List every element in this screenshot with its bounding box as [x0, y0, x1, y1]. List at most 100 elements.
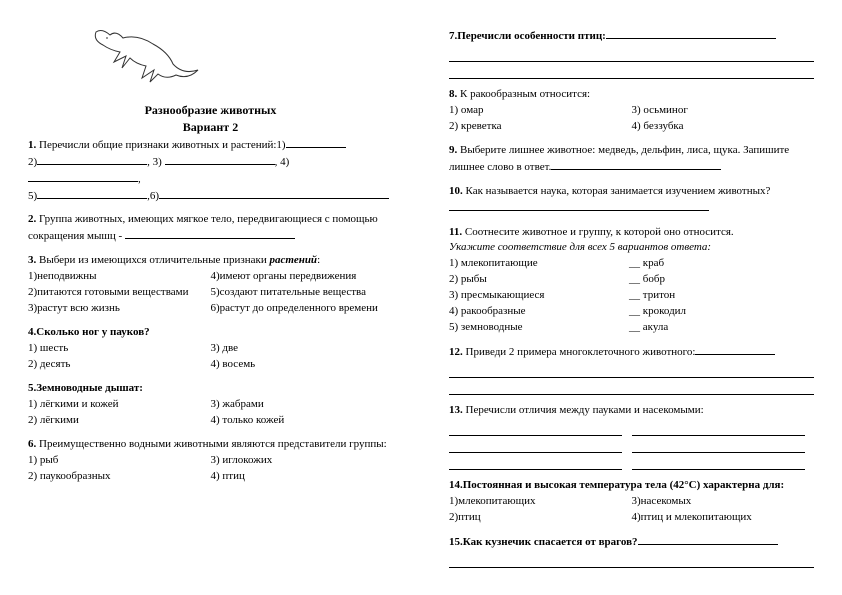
q8-opt4: 4) беззубка — [632, 119, 815, 135]
question-11: 11. Соотнесите животное и группу, к кото… — [449, 225, 814, 337]
q1-blank2[interactable] — [37, 154, 147, 165]
q13-r2[interactable] — [632, 438, 805, 453]
left-column: Разнообразие животных Вариант 2 1. Переч… — [0, 0, 421, 595]
q11-left4: 4) ракообразные — [449, 304, 629, 320]
q3-opt5: 5)создают питательные вещества — [211, 285, 394, 301]
q13-l3[interactable] — [449, 455, 622, 470]
question-1: 1. Перечисли общие признаки животных и р… — [28, 137, 393, 205]
q7-line2[interactable] — [449, 64, 814, 79]
q11-instruction: Укажите соответствие для всех 5 варианто… — [449, 241, 711, 253]
q12-number: 12. — [449, 346, 463, 358]
q9-number: 9. — [449, 144, 457, 156]
question-14: 14.Постоянная и высокая температура тела… — [449, 478, 814, 526]
q3-opt1: 1)неподвижны — [28, 269, 211, 285]
q1-blank5[interactable] — [37, 188, 147, 199]
q1-blank6[interactable] — [159, 188, 389, 199]
title-line1: Разнообразие животных — [28, 102, 393, 119]
q1-text: Перечисли общие признаки животных и раст… — [36, 139, 285, 151]
q3-emph: растений — [270, 254, 318, 266]
q1-p6: ,6) — [147, 190, 159, 202]
q8-text: К ракообразным относится: — [457, 88, 590, 100]
q3-opt6: 6)растут до определенного времени — [211, 301, 394, 317]
q11-left5: 5) земноводные — [449, 320, 629, 336]
q1-blank1[interactable] — [286, 137, 346, 148]
q11-number: 11. — [449, 226, 462, 238]
q14-opt4: 4)птиц и млекопитающих — [632, 510, 815, 526]
q8-opt1: 1) омар — [449, 103, 632, 119]
q1-blank4[interactable] — [28, 171, 138, 182]
question-8: 8. К ракообразным относится: 1) омар 2) … — [449, 87, 814, 135]
q1-p2: 2) — [28, 156, 37, 168]
q13-r1[interactable] — [632, 421, 805, 436]
q11-left3: 3) пресмыкающиеся — [449, 288, 629, 304]
question-10: 10. Как называется наука, которая занима… — [449, 184, 814, 217]
q13-l2[interactable] — [449, 438, 622, 453]
q8-number: 8. — [449, 88, 457, 100]
q12-blank0[interactable] — [695, 344, 775, 355]
q10-text: Как называется наука, которая занимается… — [463, 185, 771, 197]
question-12: 12. Приведи 2 примера многоклеточного жи… — [449, 344, 814, 395]
q7-number: 7. — [449, 30, 457, 42]
q6-opt2: 2) паукообразных — [28, 469, 211, 485]
q13-r3[interactable] — [632, 455, 805, 470]
q15-text: Как кузнечик спасается от врагов? — [463, 536, 638, 548]
q1-number: 1. — [28, 139, 36, 151]
q2-blank[interactable] — [125, 228, 295, 239]
q14-opt3: 3)насекомых — [632, 494, 815, 510]
q15-number: 15. — [449, 536, 463, 548]
q14-opt1: 1)млекопитающих — [449, 494, 632, 510]
q8-opt2: 2) креветка — [449, 119, 632, 135]
q9-blank[interactable] — [551, 159, 721, 170]
q11-left2: 2) рыбы — [449, 272, 629, 288]
q5-text: Земноводные дышат: — [36, 382, 143, 394]
q7-text: Перечисли особенности птиц: — [457, 30, 606, 42]
q6-opt3: 3) иглокожих — [211, 453, 394, 469]
q8-opt3: 3) осьминог — [632, 103, 815, 119]
q15-line1[interactable] — [449, 553, 814, 568]
question-3: 3. Выбери из имеющихся отличительные при… — [28, 253, 393, 317]
q6-opt1: 1) рыб — [28, 453, 211, 469]
q1-blank3[interactable] — [165, 154, 275, 165]
q2-number: 2. — [28, 213, 36, 225]
q3-opt2: 2)питаются готовыми веществами — [28, 285, 211, 301]
q4-opt2: 2) десять — [28, 357, 211, 373]
q11-right2[interactable]: __ бобр — [629, 272, 665, 288]
q15-blank0[interactable] — [638, 534, 778, 545]
q1-p4: , 4) — [275, 156, 290, 168]
q4-text: Сколько ног у пауков? — [36, 326, 149, 338]
q4-opt4: 4) восемь — [211, 357, 394, 373]
worksheet-page: Разнообразие животных Вариант 2 1. Переч… — [0, 0, 842, 595]
q13-text: Перечисли отличия между пауками и насеко… — [463, 404, 704, 416]
q11-right4[interactable]: __ крокодил — [629, 304, 686, 320]
q11-right1[interactable]: __ краб — [629, 256, 664, 272]
q13-l1[interactable] — [449, 421, 622, 436]
question-5: 5.Земноводные дышат: 1) лёгкими и кожей … — [28, 381, 393, 429]
q5-opt2: 2) лёгкими — [28, 413, 211, 429]
q7-blank0[interactable] — [606, 28, 776, 39]
q7-line1[interactable] — [449, 47, 814, 62]
q1-p5: 5) — [28, 190, 37, 202]
q10-number: 10. — [449, 185, 463, 197]
question-13: 13. Перечисли отличия между пауками и на… — [449, 403, 814, 470]
q11-right3[interactable]: __ тритон — [629, 288, 675, 304]
question-15: 15.Как кузнечик спасается от врагов? — [449, 534, 814, 568]
q10-blank[interactable] — [449, 200, 709, 211]
title-line2: Вариант 2 — [28, 119, 393, 136]
q11-text: Соотнесите животное и группу, к которой … — [462, 226, 734, 238]
q1-p3: , 3) — [147, 156, 164, 168]
q3-number: 3. — [28, 254, 36, 266]
q6-number: 6. — [28, 438, 36, 450]
q4-opt1: 1) шесть — [28, 341, 211, 357]
q12-line1[interactable] — [449, 363, 814, 378]
q13-number: 13. — [449, 404, 463, 416]
lizard-illustration — [88, 20, 208, 90]
q3-text: Выбери из имеющихся отличительные призна… — [36, 254, 269, 266]
q5-number: 5. — [28, 382, 36, 394]
q14-text: Постоянная и высокая температура тела (4… — [463, 479, 784, 491]
q14-number: 14. — [449, 479, 463, 491]
q12-line2[interactable] — [449, 380, 814, 395]
q4-opt3: 3) две — [211, 341, 394, 357]
q5-opt4: 4) только кожей — [211, 413, 394, 429]
q5-opt3: 3) жабрами — [211, 397, 394, 413]
q11-right5[interactable]: __ акула — [629, 320, 668, 336]
